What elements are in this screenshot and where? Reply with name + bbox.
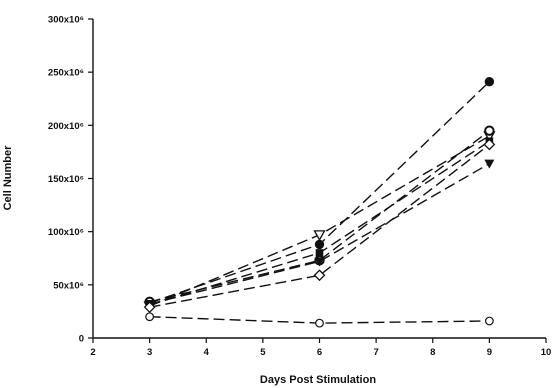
data-point-diamond-open <box>313 269 326 282</box>
series-line <box>149 143 490 308</box>
y-tick-label: 50x10⁶ <box>53 280 84 291</box>
data-point-triangle-down-filled <box>484 159 495 169</box>
x-tick-label: 6 <box>317 347 322 358</box>
data-point-circle-filled <box>314 239 325 250</box>
series-line <box>149 130 490 303</box>
data-point-circle-open <box>315 318 324 328</box>
data-point-circle-open <box>484 316 494 326</box>
y-tick-label: 200x10⁶ <box>48 121 84 132</box>
x-tick-label: 3 <box>147 347 152 358</box>
x-tick-label: 2 <box>90 347 95 358</box>
ticks: 2 3 4 5 6 7 8 9 10 0 50x10⁶ 100x10⁶ 150x10⁶ 200x10⁶ 25… <box>48 15 551 359</box>
series-lines <box>149 81 490 324</box>
x-tick-label: 4 <box>204 347 210 358</box>
y-tick-label: 250x10⁶ <box>48 68 84 79</box>
y-tick-label: 100x10⁶ <box>48 227 84 238</box>
axes <box>92 19 546 339</box>
x-tick-label: 8 <box>430 347 435 358</box>
data-point-square-filled <box>315 249 324 257</box>
y-tick-label: 150x10⁶ <box>48 174 84 185</box>
x-tick-label: 7 <box>373 347 378 358</box>
x-tick-label: 9 <box>487 347 492 358</box>
data-point-circle-open-bold <box>484 125 495 136</box>
x-tick-label: 5 <box>260 347 266 358</box>
y-tick-label: 0 <box>79 334 84 345</box>
series-line <box>149 162 490 305</box>
y-tick-label: 300x10⁶ <box>48 15 84 26</box>
data-point-circle-filled <box>484 77 495 87</box>
series-markers <box>143 77 496 328</box>
x-axis-title: Days Post Stimulation <box>260 374 376 386</box>
x-tick-label: 10 <box>541 347 552 358</box>
data-point-triangle-down-filled <box>314 257 325 267</box>
data-point-diamond-open <box>483 138 496 151</box>
data-point-circle-open <box>145 312 155 322</box>
data-point-triangle-down-open <box>313 230 326 242</box>
y-axis-title: Cell Number <box>2 145 14 211</box>
data-point-diamond-open <box>143 301 156 314</box>
